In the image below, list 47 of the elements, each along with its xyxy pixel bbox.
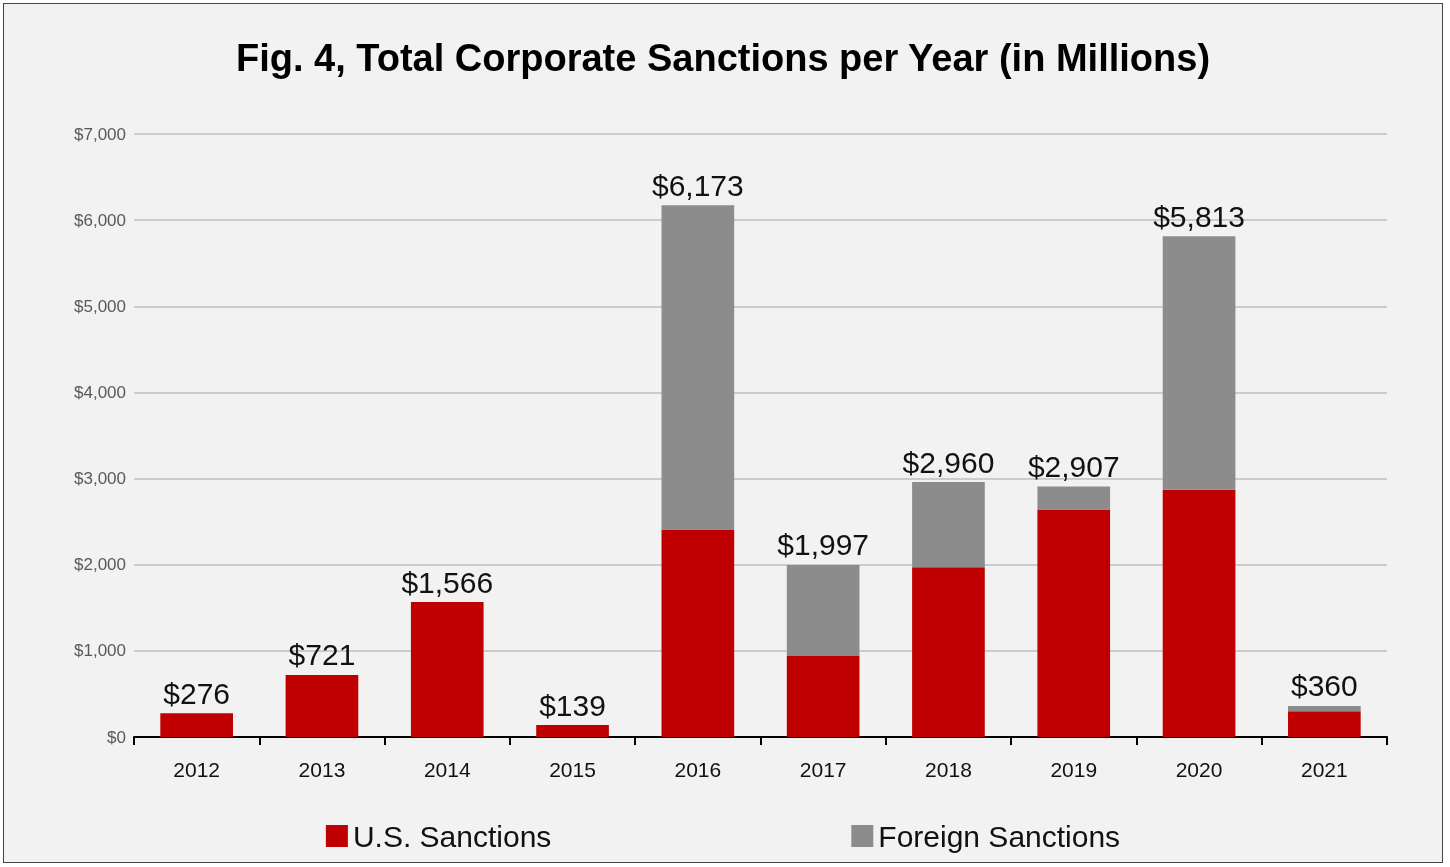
- x-tick-label: 2015: [549, 758, 596, 781]
- total-label: $2,960: [902, 445, 995, 479]
- y-tick-label: $2,000: [74, 555, 126, 575]
- bar: [661, 205, 735, 530]
- bar: [1162, 489, 1236, 737]
- total-label: $2,907: [1027, 450, 1120, 484]
- y-tick-label: $3,000: [74, 469, 126, 489]
- total-label: $721: [288, 638, 356, 672]
- bar: [661, 529, 735, 737]
- y-tick-label: $5,000: [74, 296, 126, 316]
- bar: [1288, 705, 1361, 712]
- total-label: $360: [1290, 669, 1358, 703]
- bar: [912, 567, 985, 737]
- x-tick-label: 2016: [674, 758, 722, 781]
- bar: [786, 564, 860, 657]
- total-label: $1,997: [777, 528, 870, 562]
- y-tick-label: $0: [107, 727, 126, 747]
- total-label: $5,813: [1153, 199, 1245, 233]
- y-tick-label: $1,000: [74, 641, 126, 661]
- bar: [1162, 236, 1236, 490]
- y-tick-label: $7,000: [74, 124, 126, 144]
- x-tick-label: 2018: [925, 758, 972, 781]
- legend-label: U.S. Sanctions: [352, 819, 552, 853]
- bar: [1037, 486, 1111, 510]
- x-tick-label: 2017: [799, 758, 847, 781]
- x-tick-label: 2019: [1050, 758, 1098, 781]
- bar: [160, 713, 233, 737]
- bar: [1288, 711, 1361, 737]
- bar: [285, 674, 359, 737]
- total-label: $139: [539, 688, 606, 722]
- y-tick-label: $4,000: [74, 382, 126, 402]
- x-tick-label: 2013: [298, 758, 346, 781]
- chart-title: Fig. 4, Total Corporate Sanctions per Year (in Millions): [235, 37, 1211, 79]
- x-tick-label: 2012: [173, 758, 221, 781]
- bar: [786, 656, 860, 737]
- x-tick-label: 2021: [1300, 758, 1348, 781]
- total-label: $6,173: [651, 168, 744, 202]
- x-tick-label: 2014: [423, 758, 471, 781]
- bar: [912, 482, 985, 568]
- bar: [536, 725, 609, 737]
- bar: [410, 602, 484, 737]
- y-tick-label: $6,000: [74, 210, 126, 230]
- total-label: $1,566: [401, 565, 494, 599]
- bar: [1037, 509, 1111, 737]
- legend-label: Foreign Sanctions: [878, 819, 1121, 853]
- total-label: $276: [163, 676, 231, 710]
- x-tick-label: 2020: [1175, 758, 1223, 781]
